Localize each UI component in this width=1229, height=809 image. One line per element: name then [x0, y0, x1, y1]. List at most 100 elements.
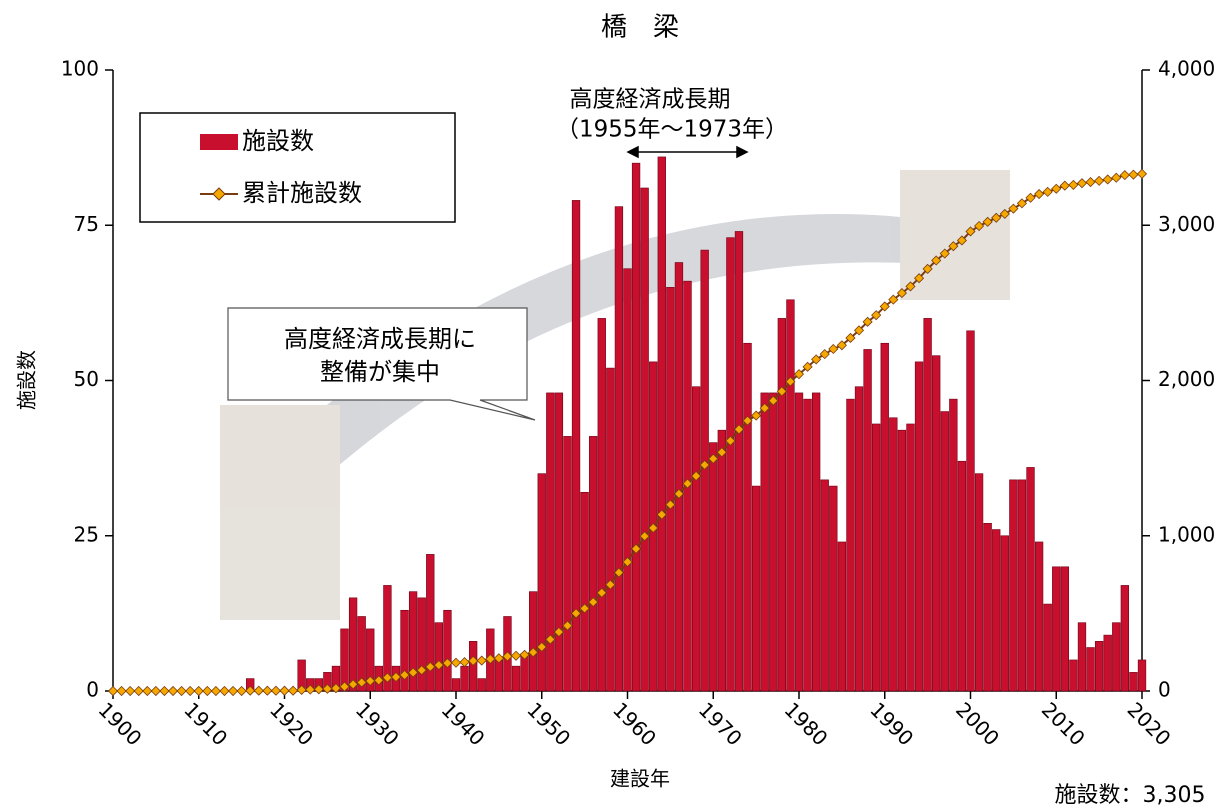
marker — [811, 354, 822, 365]
x-tick-label: 1980 — [780, 697, 833, 750]
bar — [451, 678, 461, 692]
marker — [725, 435, 736, 446]
bar — [820, 479, 829, 692]
y-tick-label: 100 — [61, 57, 99, 81]
x-tick-label: 1940 — [437, 697, 490, 750]
bar — [383, 585, 392, 692]
marker — [262, 685, 273, 696]
period-arrow — [626, 145, 749, 159]
y2-tick-label: 0 — [1158, 678, 1171, 702]
bar — [897, 429, 907, 692]
bar — [751, 485, 761, 692]
marker — [871, 310, 882, 321]
bar — [829, 485, 838, 692]
x-tick-label: 1920 — [265, 697, 318, 750]
marker — [150, 685, 161, 697]
marker — [673, 488, 685, 499]
marker — [227, 685, 239, 697]
bar — [743, 342, 752, 692]
marker — [288, 685, 299, 696]
bar — [589, 436, 598, 692]
marker — [1025, 192, 1036, 203]
x-tick-label: 1900 — [94, 697, 147, 750]
marker — [219, 685, 230, 697]
marker — [588, 596, 599, 608]
marker — [699, 459, 710, 471]
bar — [408, 591, 418, 692]
marker — [793, 369, 805, 380]
marker — [982, 216, 993, 227]
bar — [640, 187, 649, 692]
bar — [889, 417, 898, 692]
bar — [966, 330, 975, 692]
x-tick-label: 1970 — [694, 697, 747, 750]
marker — [1094, 175, 1105, 186]
marker — [433, 660, 444, 671]
bar — [709, 442, 718, 692]
marker — [845, 332, 856, 344]
marker — [270, 685, 281, 696]
marker — [1085, 177, 1096, 188]
bar — [811, 392, 821, 692]
marker — [510, 650, 522, 661]
marker — [408, 667, 419, 678]
marker — [665, 499, 676, 510]
marker — [322, 683, 333, 694]
y2-tick-label: 1,000 — [1158, 522, 1215, 546]
marker — [356, 677, 367, 688]
marker — [853, 325, 865, 336]
bar — [674, 262, 684, 692]
marker — [1034, 188, 1045, 200]
y2-tick-label: 2,000 — [1158, 367, 1215, 391]
marker — [390, 671, 402, 683]
marker — [1076, 178, 1088, 189]
marker — [965, 226, 976, 237]
bar — [366, 628, 375, 692]
bar — [563, 436, 572, 692]
bar — [837, 541, 847, 692]
bar — [417, 597, 426, 692]
marker — [1111, 172, 1122, 183]
bar — [914, 361, 924, 692]
marker — [245, 685, 256, 696]
y2-tick-label: 3,000 — [1158, 212, 1215, 236]
bar — [906, 423, 915, 692]
x-tick-label: 1930 — [351, 697, 404, 750]
marker — [896, 288, 907, 299]
bar — [348, 597, 358, 692]
annotation: （1955年～1973年） — [556, 117, 788, 143]
bar — [460, 665, 469, 692]
plot: 0 25 50 75 100 0 1,000 2,000 3,000 4,000 1900 1910 1… — [61, 57, 1215, 751]
marker — [708, 453, 719, 464]
marker — [879, 301, 890, 312]
bar — [1086, 647, 1095, 692]
marker — [956, 235, 967, 246]
marker — [1008, 203, 1019, 214]
bar — [923, 318, 932, 692]
bridge-pier — [220, 405, 340, 620]
x-tick-label: 1910 — [179, 697, 232, 750]
bar — [1069, 659, 1078, 692]
x-tick-label: 2020 — [1123, 697, 1176, 750]
bar — [691, 386, 701, 692]
marker — [1128, 169, 1139, 180]
marker — [1136, 168, 1148, 179]
marker — [382, 672, 393, 683]
marker — [733, 424, 745, 435]
marker — [1051, 183, 1062, 194]
bar — [794, 392, 804, 692]
marker — [536, 641, 547, 652]
marker — [502, 651, 513, 662]
marker — [939, 248, 950, 259]
marker — [742, 415, 753, 426]
x-axis-label: 建設年 — [610, 767, 670, 791]
marker — [545, 634, 556, 645]
bar — [1120, 585, 1130, 692]
marker — [716, 447, 727, 458]
bar — [1043, 603, 1052, 692]
legend-swatch — [200, 134, 238, 150]
marker — [185, 685, 196, 697]
bar — [477, 678, 486, 692]
marker — [416, 665, 427, 676]
